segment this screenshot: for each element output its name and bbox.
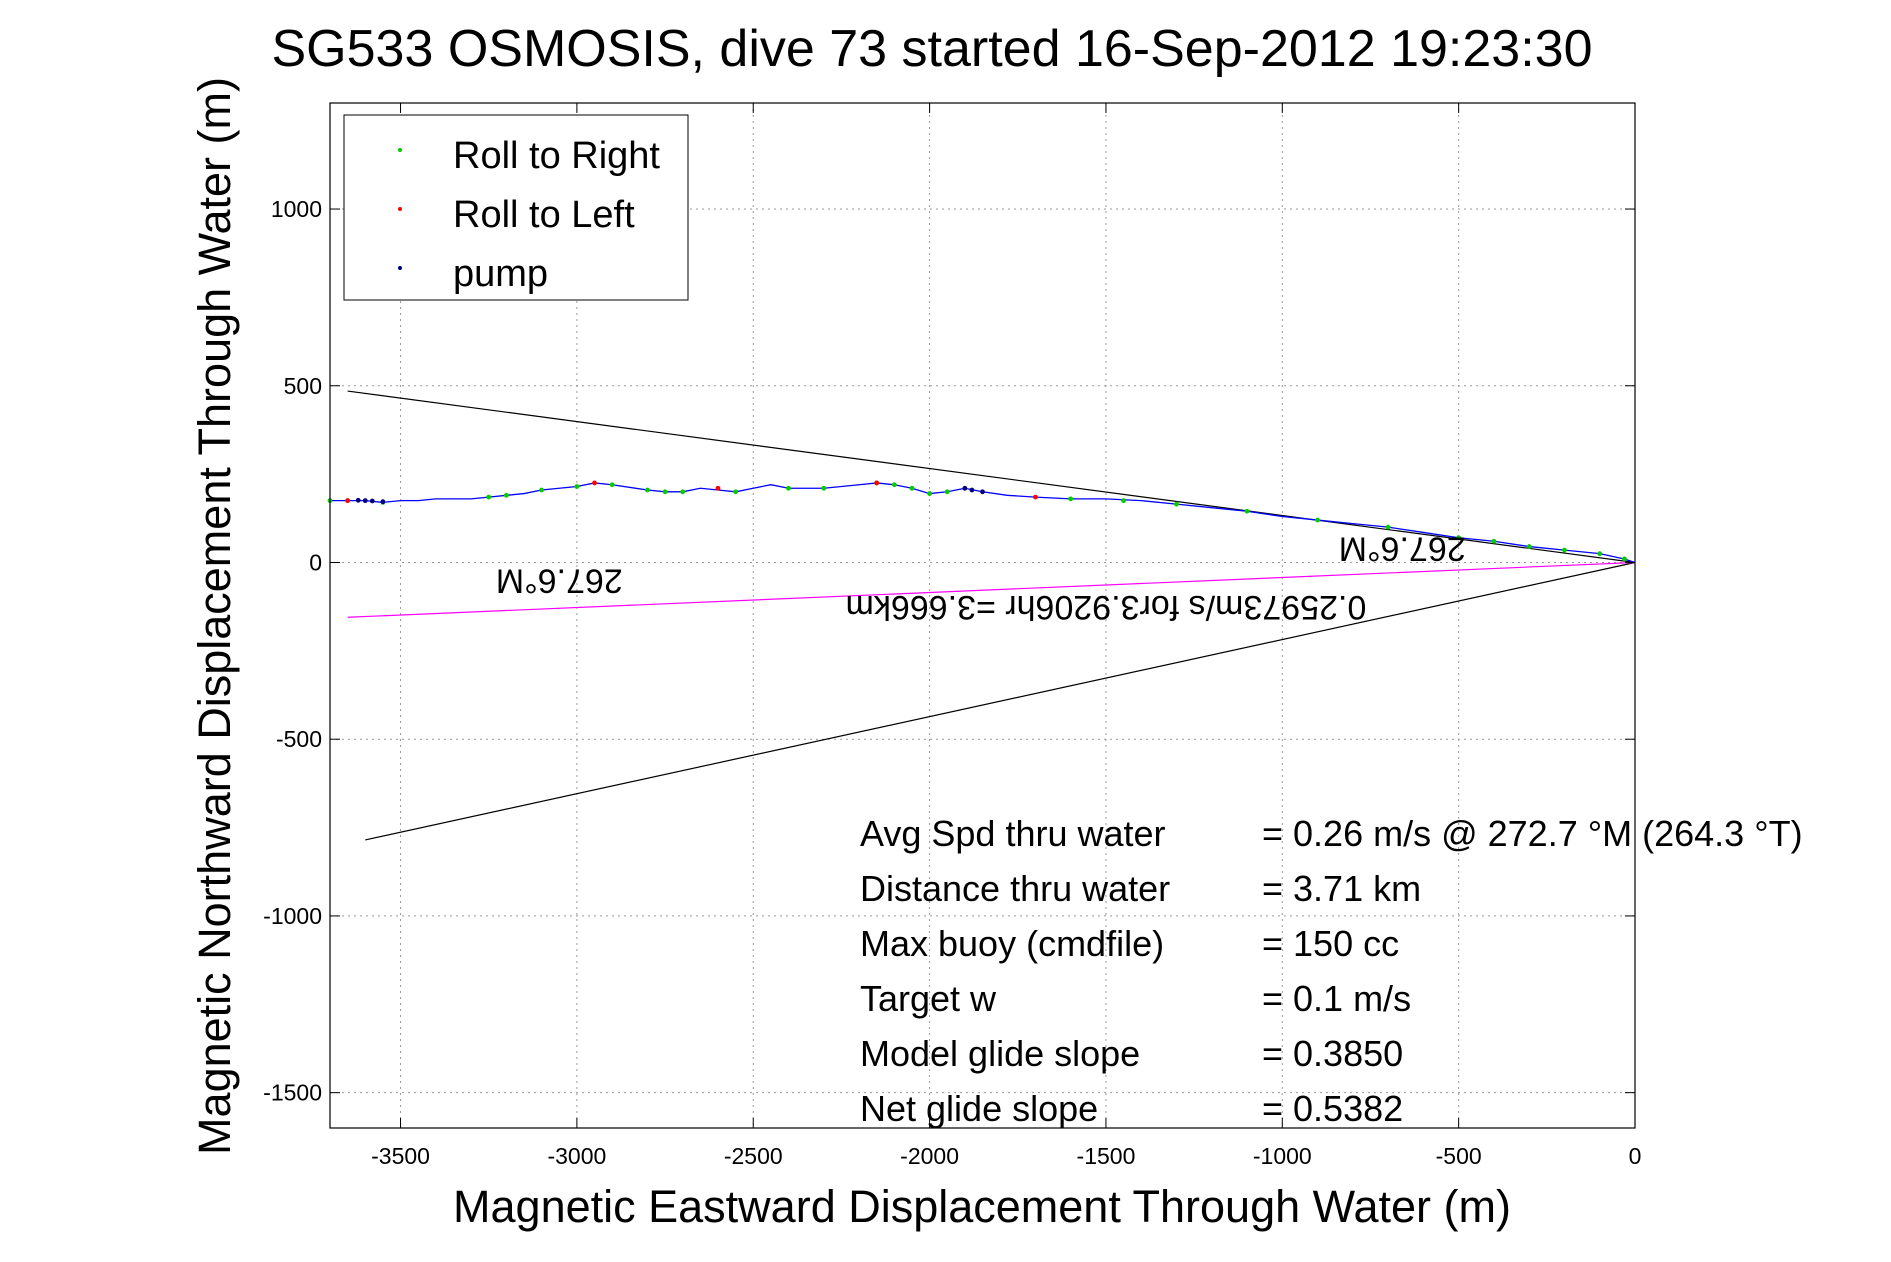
roll-right-point <box>944 489 950 495</box>
plot-frame <box>329 102 1636 1129</box>
roll-left-point <box>874 480 880 486</box>
x-axis-label: Magnetic Eastward Displacement Through W… <box>453 1181 1511 1232</box>
roll-right-point <box>1068 496 1074 502</box>
stats-block: Avg Spd thru water = 0.26 m/s @ 272.7 °M … <box>860 813 1803 1129</box>
legend-label-pump: pump <box>453 253 548 295</box>
y-tick-label: 500 <box>284 373 322 399</box>
stat-value: = 3.71 km <box>1262 868 1421 909</box>
roll-right-point <box>786 485 791 491</box>
legend: Roll to Right Roll to Left pump <box>343 114 689 301</box>
chart-title: SG533 OSMOSIS, dive 73 started 16-Sep-20… <box>271 20 1592 78</box>
roll-right-point <box>1562 547 1567 553</box>
roll-right-point <box>891 482 897 488</box>
rotated-annotation: 267.6°M <box>496 562 623 600</box>
x-tick-label: 0 <box>1629 1143 1642 1169</box>
x-tick-label: -2000 <box>900 1143 959 1169</box>
stat-value: = 0.1 m/s <box>1262 978 1411 1019</box>
roll-right-point <box>486 494 492 500</box>
stat-value: = 0.3850 <box>1262 1033 1403 1074</box>
stat-value: = 0.5382 <box>1262 1088 1403 1129</box>
x-tick-label: -500 <box>1436 1143 1482 1169</box>
x-tick-label: -3000 <box>547 1143 606 1169</box>
y-tick-label: 1000 <box>271 196 322 222</box>
x-tick-label: -1000 <box>1253 1143 1312 1169</box>
roll-right-point <box>1526 544 1532 549</box>
stat-label: Distance thru water <box>860 868 1170 909</box>
roll-right-point <box>909 485 915 491</box>
y-tick-label: -1000 <box>263 903 322 929</box>
roll-right-point <box>1597 551 1603 557</box>
roll-right-point <box>1244 508 1250 514</box>
x-tick-label: -2500 <box>724 1143 783 1169</box>
legend-label-roll-right: Roll to Right <box>453 135 660 177</box>
heading-envelope-line <box>347 390 1636 564</box>
x-tick-label: -3500 <box>371 1143 430 1169</box>
pump-point <box>355 497 361 503</box>
roll-right-point <box>503 492 509 498</box>
roll-right-point <box>821 485 827 491</box>
plot-series <box>327 390 1636 841</box>
pump-point <box>362 498 368 504</box>
roll-left-point <box>715 485 721 491</box>
stat-value: = 0.26 m/s @ 272.7 °M (264.3 °T) <box>1262 813 1803 854</box>
roll-right-point <box>1491 538 1497 544</box>
pump-point <box>380 499 386 505</box>
pump-point <box>369 498 375 504</box>
x-tick-label: -1500 <box>1077 1143 1136 1169</box>
stat-value: = 150 cc <box>1262 923 1399 964</box>
y-tick-label: -1500 <box>263 1080 322 1106</box>
roll-right-point <box>1121 498 1126 504</box>
roll-right-point <box>680 489 686 495</box>
roll-right-point <box>1622 556 1627 562</box>
roll-right-point <box>539 487 545 493</box>
roll-right-point <box>1315 517 1320 523</box>
pump-point <box>962 485 968 491</box>
y-tick-label: -500 <box>276 726 322 752</box>
legend-label-roll-left: Roll to Left <box>453 194 635 236</box>
roll-left-point <box>1033 494 1038 500</box>
roll-right-point <box>927 491 932 496</box>
pump-point <box>969 487 975 493</box>
roll-right-point <box>1456 535 1462 541</box>
axis-ticks: -3500 -3000 -2500 -2000 -1500 -1000 -500 0 -1500… <box>263 103 1641 1169</box>
roll-right-point <box>1385 524 1391 530</box>
y-axis-label: Magnetic Northward Displacement Through … <box>189 77 240 1155</box>
stat-label: Net glide slope <box>860 1088 1098 1129</box>
roll-right-point <box>645 487 650 493</box>
stat-label: Avg Spd thru water <box>860 813 1166 854</box>
rotated-annotation: 0.25973m/s for3.9206hr =3.666km <box>846 588 1367 626</box>
roll-right-point <box>574 484 580 489</box>
legend-marker-pump <box>398 266 402 270</box>
stat-label: Target w <box>860 978 997 1019</box>
legend-marker-roll-right <box>398 148 402 152</box>
rotated-annotation: 267.6°M <box>1339 530 1466 568</box>
roll-left-point <box>345 498 351 504</box>
roll-right-point <box>733 489 739 495</box>
stat-label: Model glide slope <box>860 1033 1140 1074</box>
mean-heading-line <box>347 561 1636 618</box>
y-tick-label: 0 <box>309 549 322 575</box>
stat-label: Max buoy (cmdfile) <box>860 923 1164 964</box>
heading-envelope-line <box>365 561 1636 841</box>
roll-right-point <box>662 489 668 495</box>
roll-right-point <box>1174 501 1179 507</box>
pump-point <box>980 489 985 495</box>
legend-marker-roll-left <box>398 207 402 211</box>
chart-annotations: 267.6°M 267.6°M 0.25973m/s for3.9206hr =3.… <box>496 530 1466 626</box>
roll-left-point <box>592 480 597 486</box>
roll-right-point <box>609 482 615 488</box>
